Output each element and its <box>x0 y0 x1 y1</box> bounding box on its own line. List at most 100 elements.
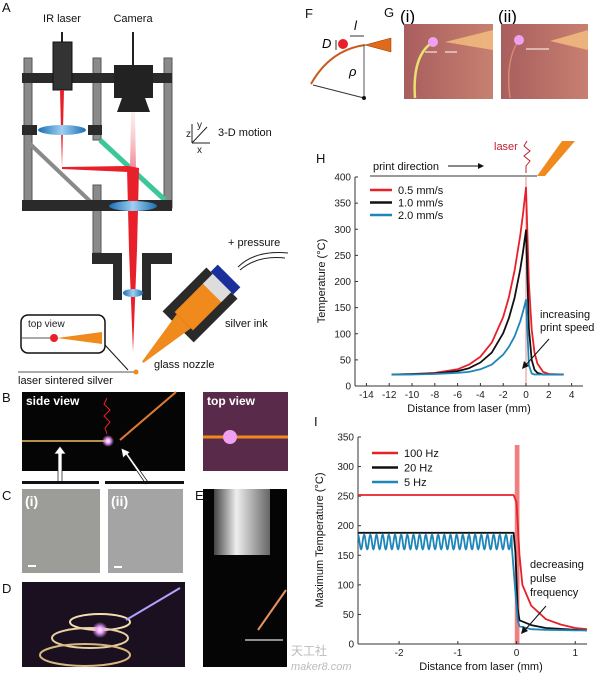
motion-label: 3-D motion <box>218 127 272 139</box>
legend-label: 2.0 mm/s <box>398 210 444 222</box>
photo-i-label: (i) <box>400 7 415 26</box>
bracket-i <box>22 481 99 484</box>
legend-label: 20 Hz <box>404 463 433 475</box>
spiral-ring <box>39 643 131 667</box>
watermark: 天工社 maker8.com <box>291 643 352 673</box>
camera-label: Camera <box>113 13 153 25</box>
silver-ink-label: silver ink <box>225 318 268 330</box>
nozzle-glow <box>445 30 493 50</box>
axis-y: y <box>197 120 202 131</box>
panel-b: B side view top view <box>2 390 288 485</box>
series-line-5-hz <box>357 533 587 632</box>
y-tick-label: 150 <box>334 303 351 314</box>
side-view-label: side view <box>26 394 80 408</box>
y-axis-label: Maximum Temperature (°C) <box>314 472 326 607</box>
x-tick-label: -6 <box>453 390 462 401</box>
panel-label-i: I <box>314 414 318 429</box>
y-tick-label: 250 <box>334 251 351 262</box>
sintered-label: laser sintered silver <box>18 375 113 387</box>
lens-3 <box>123 289 143 297</box>
top-bar <box>22 73 172 83</box>
lens-2 <box>109 201 157 211</box>
lens-mount-left <box>22 125 37 135</box>
x-tick-label: -8 <box>430 390 439 401</box>
arrow-head-icon <box>522 361 529 369</box>
axis-z: z <box>186 129 191 140</box>
laser-body <box>52 41 73 91</box>
annotation-line-1: increasing <box>540 309 590 321</box>
camera-beam <box>130 112 136 168</box>
rod-lower <box>92 184 102 254</box>
annotation-arrow <box>524 338 550 367</box>
laser-spot <box>514 35 524 45</box>
panel-f-diagram: F D l ρ <box>305 6 392 100</box>
panel-c: C (i) (ii) <box>2 488 183 573</box>
nozzle-glow <box>550 30 588 50</box>
y-tick-label: 50 <box>343 610 355 621</box>
y-tick-label: 100 <box>337 580 354 591</box>
series-line-0-5-mm-s <box>391 186 564 376</box>
bracket-ii <box>105 481 184 484</box>
legend-label: 100 Hz <box>404 448 439 460</box>
glass-nozzle-label: glass nozzle <box>154 359 215 371</box>
panel-label-d: D <box>2 581 11 596</box>
scale-bar-i <box>28 565 36 567</box>
x-tick-label: -10 <box>405 390 420 401</box>
lower-bar <box>22 200 172 211</box>
printed-arc <box>310 44 366 85</box>
laser-spot <box>428 37 438 47</box>
panel-e: E <box>195 488 287 667</box>
top-view-photo <box>203 392 288 471</box>
panel-label-f: F <box>305 6 313 21</box>
radius-line <box>312 84 365 99</box>
x-axis-label: Distance from laser (mm) <box>419 661 542 673</box>
pressure-label: + pressure <box>228 237 280 249</box>
y-tick-label: 400 <box>334 173 351 184</box>
legend-label: 5 Hz <box>404 477 427 489</box>
micrograph-ii <box>108 489 183 573</box>
nozzle <box>125 587 181 621</box>
legend-label: 1.0 mm/s <box>398 198 444 210</box>
panel-a-diagram: A IR laser Camera z y x 3-D motion <box>2 0 289 387</box>
rod-middle <box>92 57 102 141</box>
y-tick-label: 150 <box>337 551 354 562</box>
annotation-arrow <box>524 605 547 631</box>
x-tick-label: 2 <box>546 390 552 401</box>
label-rho: ρ <box>348 64 357 79</box>
series-line-1-0-mm-s <box>391 229 564 376</box>
micrograph-i <box>22 489 100 573</box>
x-tick-label: 0 <box>523 390 529 401</box>
side-view-photo <box>22 392 185 471</box>
legend-label: 0.5 mm/s <box>398 185 444 197</box>
top-view-inset <box>20 314 106 354</box>
annotation-line-2: print speed <box>540 322 594 334</box>
micrograph-ii-label: (ii) <box>111 493 128 509</box>
panel-label-g: G <box>384 5 394 20</box>
watermark-line-2: maker8.com <box>291 661 352 673</box>
print-direction-label: print direction <box>373 161 439 173</box>
print-point <box>133 369 139 375</box>
y-tick-label: 0 <box>345 382 351 393</box>
y-tick-label: 50 <box>340 355 352 366</box>
panel-label-b: B <box>2 390 11 405</box>
laser-label: laser <box>494 141 518 153</box>
y-axis-label: Temperature (°C) <box>316 239 328 323</box>
laser-beam-down <box>127 168 139 352</box>
nozzle-triangle <box>364 37 392 53</box>
x-tick-label: 1 <box>572 648 578 659</box>
laser-zigzag-icon <box>103 397 111 435</box>
arrow-head-icon <box>521 626 528 634</box>
x-tick-label: -4 <box>476 390 485 401</box>
top-view-inset-label: top view <box>28 319 65 330</box>
silver-pillar <box>214 489 270 555</box>
axis-x: x <box>197 145 202 156</box>
inset-laser-spot <box>50 334 58 342</box>
laser-zigzag-icon <box>523 140 531 173</box>
series-line-20-hz <box>358 531 588 632</box>
series-line-2-0-mm-s <box>391 298 564 376</box>
series-line-100-hz <box>358 494 588 631</box>
x-tick-label: 0 <box>514 648 520 659</box>
nozzle-housing <box>92 253 172 300</box>
3d-motion-axes-icon <box>191 124 210 144</box>
